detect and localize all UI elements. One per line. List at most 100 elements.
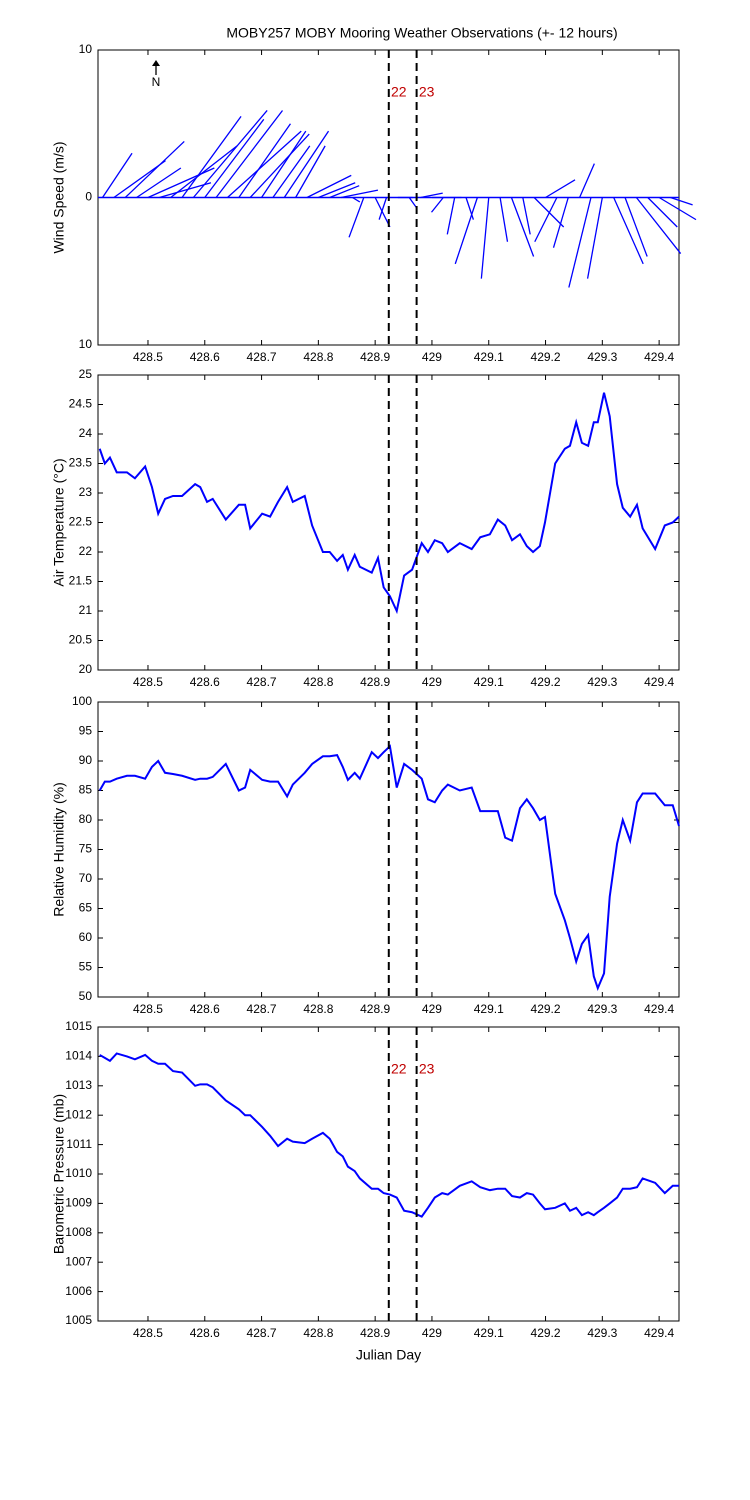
wind-stick [586, 197, 603, 279]
x-tick-label: 429 [422, 350, 442, 364]
wind-stick [420, 192, 443, 199]
wind-stick [238, 123, 292, 198]
x-tick-label: 429.2 [531, 675, 561, 689]
x-tick-label: 429 [422, 1326, 442, 1340]
y-tick-label: 1013 [65, 1078, 92, 1092]
y-tick-label: 100 [72, 694, 92, 708]
wind-stick [510, 197, 535, 257]
y-tick-label: 50 [79, 989, 93, 1003]
x-tick-label: 428.8 [303, 1002, 333, 1016]
wind-stick [613, 197, 644, 265]
event-label: 22 [391, 84, 407, 100]
event-label: 23 [419, 84, 435, 100]
y-tick-label: 20 [79, 662, 93, 676]
x-tick-label: 429.3 [587, 1326, 617, 1340]
y-tick-label: 75 [79, 842, 93, 856]
y-tick-label: 22 [79, 544, 93, 558]
y-tick-label: 21.5 [69, 574, 93, 588]
y-tick-label: 1012 [65, 1107, 92, 1121]
data-line [98, 744, 680, 991]
wind-stick [295, 145, 326, 198]
wind-stick [204, 118, 265, 198]
event-label: 23 [419, 1061, 435, 1077]
wind-stick [249, 133, 310, 198]
x-tick-label: 429.2 [531, 350, 561, 364]
wind-stick [430, 197, 444, 213]
wind-stick [227, 130, 302, 198]
y-tick-label: 1015 [65, 1019, 92, 1033]
x-tick-label: 428.7 [247, 350, 277, 364]
x-tick-label: 429.3 [587, 1002, 617, 1016]
wind-stick [378, 197, 388, 220]
wind-stick [102, 152, 133, 198]
wind-stick [159, 182, 212, 199]
x-tick-label: 429.4 [644, 350, 674, 364]
x-tick-label: 428.7 [247, 1002, 277, 1016]
wind-stick [579, 163, 595, 198]
y-tick-label: 24 [79, 426, 93, 440]
x-tick-label: 428.9 [360, 675, 390, 689]
wind-stick [446, 197, 456, 235]
x-tick-label: 428.5 [133, 1326, 163, 1340]
x-tick-label: 429.4 [644, 1002, 674, 1016]
wind-stick [170, 145, 238, 199]
x-tick-label: 428.8 [303, 675, 333, 689]
x-tick-label: 429.3 [587, 675, 617, 689]
x-tick-label: 428.9 [360, 1002, 390, 1016]
y-tick-label: 80 [79, 812, 93, 826]
wind-stick [329, 185, 360, 199]
y-tick-label: 0 [85, 190, 92, 204]
event-label: 22 [391, 1061, 407, 1077]
x-tick-label: 428.6 [190, 675, 220, 689]
y-tick-label: 23.5 [69, 456, 93, 470]
x-tick-label: 428.5 [133, 1002, 163, 1016]
y-axis-label: Wind Speed (m/s) [51, 141, 67, 253]
wind-stick [374, 197, 391, 228]
y-tick-label: 90 [79, 753, 93, 767]
x-tick-label: 429.4 [644, 675, 674, 689]
y-tick-label: 70 [79, 871, 93, 885]
chart-title: MOBY257 MOBY Mooring Weather Observation… [226, 25, 617, 41]
wind-stick [647, 197, 678, 228]
y-tick-label: 1008 [65, 1225, 92, 1239]
data-line [99, 1052, 679, 1218]
y-tick-label: 1005 [65, 1313, 92, 1327]
x-tick-label: 428.6 [190, 350, 220, 364]
y-tick-label: 23 [79, 485, 93, 499]
y-tick-label: 65 [79, 901, 93, 915]
wind-stick [261, 130, 307, 198]
wind-stick [499, 197, 509, 242]
y-tick-label: 20.5 [69, 633, 93, 647]
y-tick-label: 10 [79, 337, 93, 351]
wind-stick [670, 196, 693, 206]
x-tick-label: 429.1 [474, 350, 504, 364]
x-tick-label: 428.9 [360, 1326, 390, 1340]
x-axis-label: Julian Day [356, 1347, 421, 1363]
wind-stick [408, 197, 418, 209]
x-tick-label: 429.1 [474, 1002, 504, 1016]
y-tick-label: 1007 [65, 1254, 92, 1268]
north-arrow-head [152, 60, 160, 66]
wind-stick [352, 196, 361, 203]
y-tick-label: 95 [79, 724, 93, 738]
x-tick-label: 429.4 [644, 1326, 674, 1340]
y-tick-label: 1011 [66, 1137, 92, 1151]
data-line [98, 392, 680, 615]
x-tick-label: 429 [422, 675, 442, 689]
y-tick-label: 60 [79, 930, 93, 944]
x-tick-label: 428.9 [360, 350, 390, 364]
wind-stick [454, 197, 478, 265]
y-tick-label: 1014 [65, 1049, 92, 1063]
y-tick-label: 10 [79, 42, 93, 56]
x-tick-label: 428.8 [303, 350, 333, 364]
x-tick-label: 429 [422, 1002, 442, 1016]
wind-stick [635, 197, 682, 254]
wind-stick [192, 110, 268, 198]
wind-stick [552, 197, 569, 248]
wind-stick [568, 197, 592, 288]
x-tick-label: 429.3 [587, 350, 617, 364]
wind-stick [272, 145, 311, 198]
wind-stick [534, 197, 558, 243]
wind-stick [465, 197, 475, 220]
